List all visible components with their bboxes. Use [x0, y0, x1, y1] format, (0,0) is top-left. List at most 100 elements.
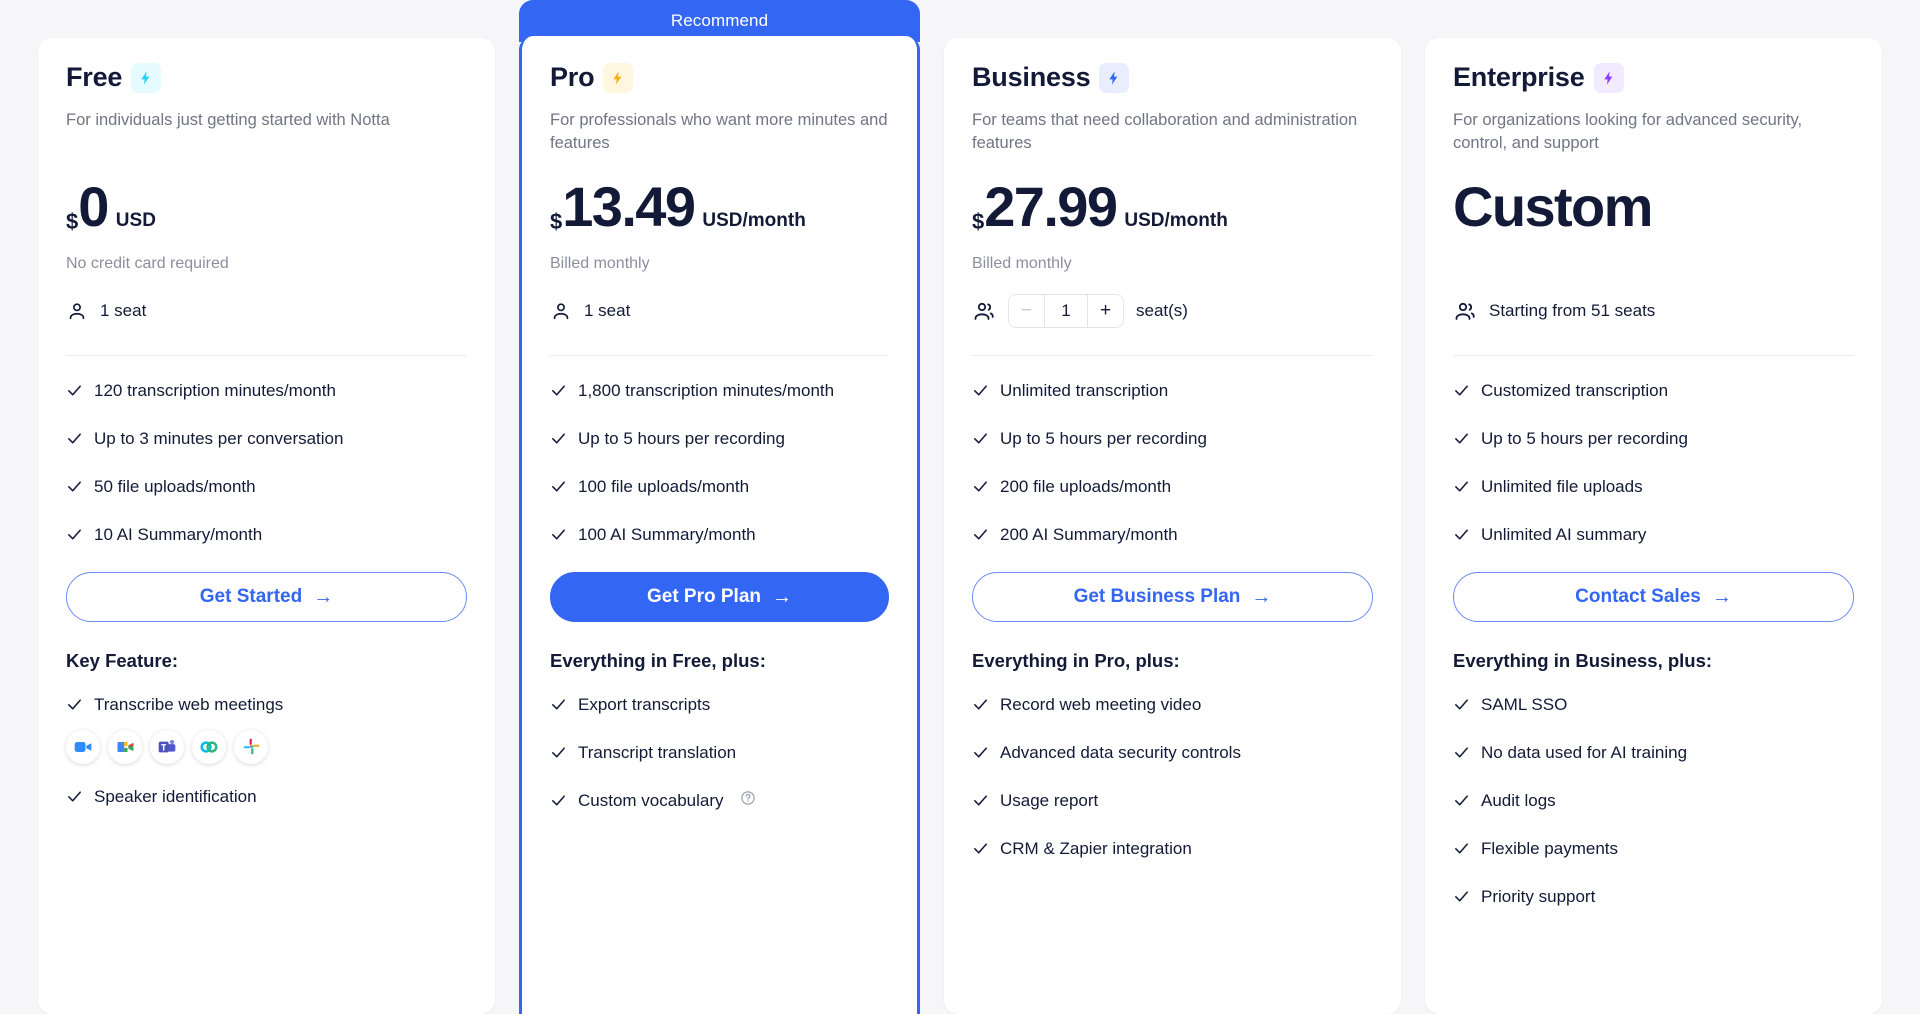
- price-amount: 0: [78, 175, 109, 238]
- check-icon: [974, 529, 987, 540]
- feature-label: 1,800 transcription minutes/month: [578, 381, 835, 400]
- feature-item: Usage report: [972, 790, 1373, 813]
- cta-button-enterprise[interactable]: Contact Sales →: [1453, 571, 1854, 622]
- plan-price-free: $ 0 USD: [66, 179, 467, 241]
- check-icon: [1455, 699, 1468, 710]
- seat-label: 1 seat: [100, 301, 147, 320]
- feature-item: 100 AI Summary/month: [550, 524, 889, 547]
- plan-card-free: Free For individuals just getting starte…: [38, 38, 495, 1014]
- plan-description-pro: For professionals who want more minutes …: [550, 111, 888, 153]
- extra-feature-list-free: Transcribe web meetings: [66, 694, 467, 717]
- plan-header-free: Free: [66, 62, 467, 93]
- price-currency: $: [66, 209, 79, 234]
- help-circle-icon[interactable]: [740, 790, 756, 813]
- arrow-right-icon: →: [313, 585, 334, 608]
- divider: [550, 355, 889, 356]
- webex-icon: [192, 729, 226, 764]
- feature-item: Unlimited file uploads: [1453, 476, 1854, 499]
- seat-increment-button[interactable]: +: [1087, 295, 1123, 327]
- plan-header-business: Business: [972, 62, 1373, 93]
- feature-item: 120 transcription minutes/month: [66, 380, 467, 403]
- billing-note-pro: Billed monthly: [550, 255, 650, 272]
- feature-item: 50 file uploads/month: [66, 476, 467, 499]
- feature-label: Advanced data security controls: [1000, 742, 1241, 762]
- zoom-icon: [66, 729, 100, 764]
- feature-item: Up to 3 minutes per conversation: [66, 428, 467, 451]
- check-icon: [1455, 890, 1468, 902]
- feature-item: Record web meeting video: [972, 694, 1373, 717]
- check-icon: [974, 843, 987, 854]
- feature-item: Custom vocabulary: [550, 790, 889, 813]
- feature-item: SAML SSO: [1453, 694, 1854, 717]
- plan-description-free: For individuals just getting started wit…: [66, 111, 390, 129]
- price-amount: 13.49: [562, 175, 696, 238]
- seat-stepper[interactable]: − 1 +: [1008, 294, 1124, 328]
- section-title-enterprise: Everything in Business, plus:: [1453, 649, 1713, 671]
- seat-quantity-input[interactable]: 1: [1045, 295, 1087, 327]
- check-icon: [552, 795, 565, 806]
- feature-list-pro: 1,800 transcription minutes/month Up to …: [550, 380, 889, 547]
- feature-label: Up to 3 minutes per conversation: [94, 428, 344, 448]
- feature-label: 200 file uploads/month: [1000, 476, 1172, 496]
- divider: [66, 355, 467, 356]
- check-icon: [1455, 795, 1468, 806]
- feature-label: 50 file uploads/month: [94, 476, 256, 496]
- check-icon: [974, 795, 987, 806]
- feature-label: Flexible payments: [1481, 838, 1619, 858]
- check-icon: [552, 481, 565, 492]
- check-icon: [1455, 433, 1468, 444]
- plan-header-enterprise: Enterprise: [1453, 62, 1854, 93]
- feature-item: No data used for AI training: [1453, 742, 1854, 765]
- plan-card-pro: Recommend Pro For professionals who want…: [519, 0, 920, 1014]
- feature-label: 10 AI Summary/month: [94, 524, 263, 544]
- feature-label: Transcript translation: [578, 742, 737, 762]
- price-custom-label: Custom: [1453, 175, 1653, 238]
- plan-price-pro: $ 13.49 USD/month: [550, 179, 889, 241]
- plan-card-pro-body: Pro For professionals who want more minu…: [519, 36, 920, 1014]
- extra-feature-list-enterprise: SAML SSO No data used for AI training Au…: [1453, 694, 1854, 909]
- seat-row-pro: 1 seat: [550, 291, 889, 331]
- plan-name-enterprise: Enterprise: [1453, 62, 1585, 92]
- seat-label: 1 seat: [584, 301, 631, 320]
- slack-icon: [234, 729, 268, 764]
- cta-button-business[interactable]: Get Business Plan →: [972, 571, 1373, 622]
- feature-label: No data used for AI training: [1481, 742, 1688, 762]
- feature-item: Export transcripts: [550, 694, 889, 717]
- feature-label: Customized transcription: [1481, 381, 1669, 400]
- section-title-free: Key Feature:: [66, 649, 179, 671]
- arrow-right-icon: →: [1251, 585, 1272, 608]
- check-icon: [68, 481, 81, 492]
- plan-header-pro: Pro: [550, 62, 889, 93]
- check-icon: [974, 385, 987, 396]
- check-icon: [974, 699, 987, 710]
- feature-item: Speaker identification: [66, 786, 467, 809]
- check-icon: [552, 699, 565, 710]
- feature-label: 200 AI Summary/month: [1000, 524, 1178, 544]
- check-icon: [1455, 843, 1468, 854]
- user-icon: [553, 303, 569, 320]
- arrow-right-icon: →: [1711, 585, 1732, 608]
- cta-button-pro[interactable]: Get Pro Plan →: [550, 571, 889, 622]
- feature-label: Speaker identification: [94, 786, 257, 806]
- feature-item: Advanced data security controls: [972, 742, 1373, 765]
- check-icon: [1455, 529, 1468, 540]
- price-unit: USD/month: [1124, 210, 1228, 231]
- feature-item: Priority support: [1453, 886, 1854, 909]
- feature-item: Customized transcription: [1453, 380, 1854, 403]
- price-unit: USD: [115, 210, 156, 231]
- bolt-icon: [1593, 62, 1624, 93]
- cta-button-free[interactable]: Get Started →: [66, 571, 467, 622]
- recommend-badge: Recommend: [519, 0, 920, 42]
- seat-decrement-button[interactable]: −: [1009, 295, 1045, 327]
- check-icon: [1455, 385, 1468, 396]
- seat-row-free: 1 seat: [66, 291, 467, 331]
- divider: [1453, 355, 1854, 356]
- feature-label: Custom vocabulary: [578, 790, 724, 810]
- feature-label: Export transcripts: [578, 694, 711, 714]
- feature-item: Flexible payments: [1453, 838, 1854, 861]
- feature-item: Up to 5 hours per recording: [550, 428, 889, 451]
- plan-name-pro: Pro: [550, 62, 595, 92]
- price-unit: USD/month: [702, 210, 806, 231]
- users-icon: [974, 302, 994, 320]
- seat-suffix-label: seat(s): [1136, 301, 1188, 320]
